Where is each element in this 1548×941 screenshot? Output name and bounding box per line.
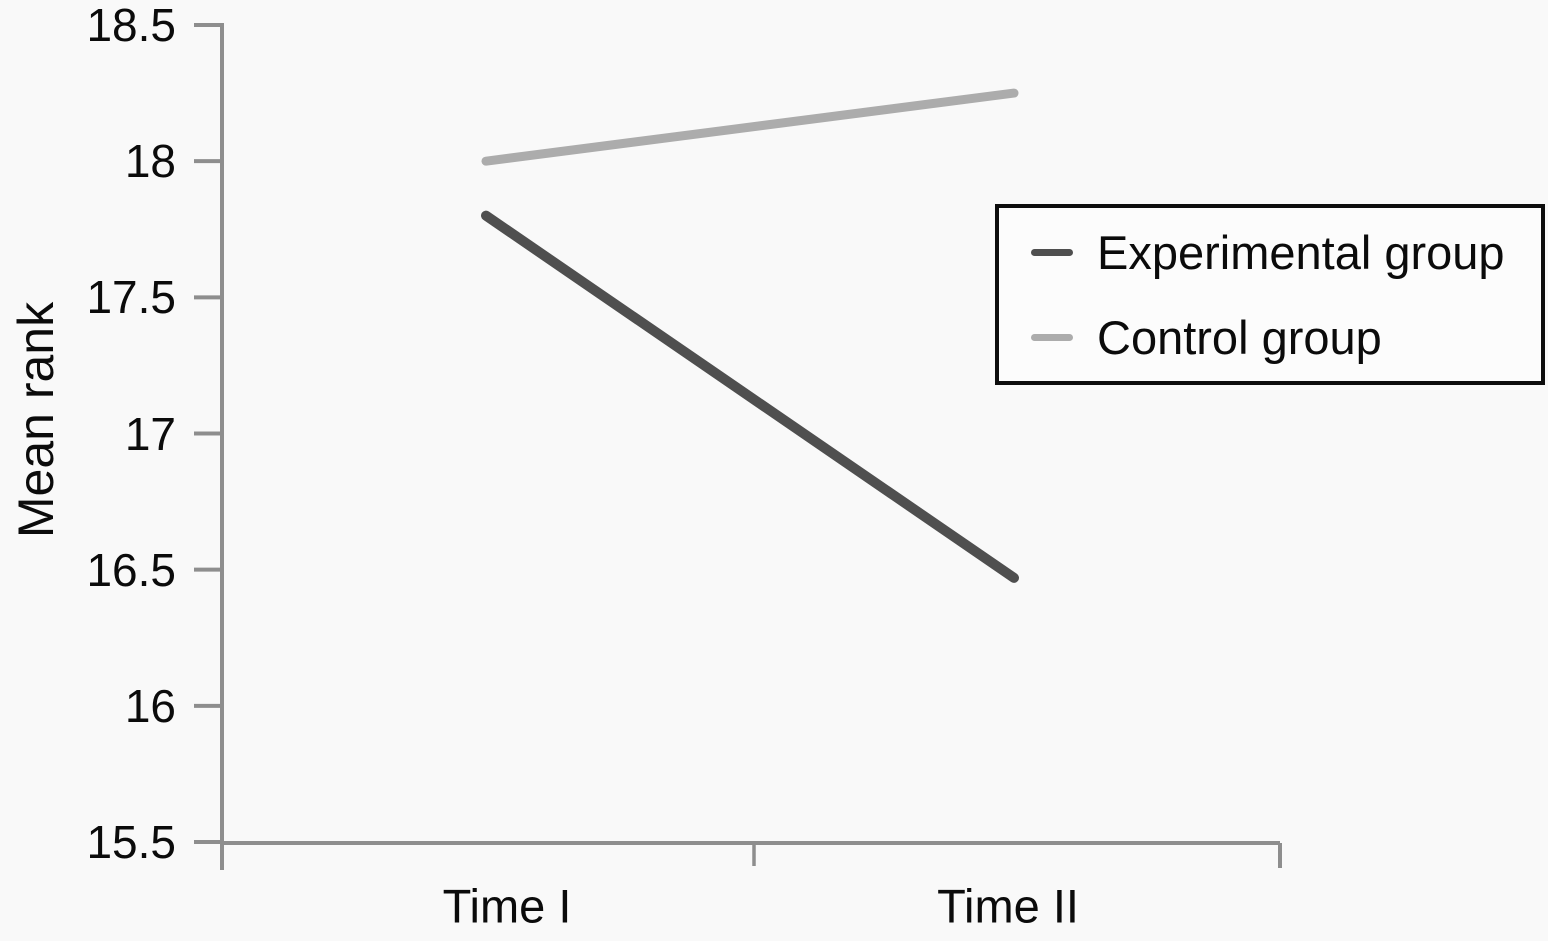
legend: Experimental group Control group [995,204,1545,385]
y-tick-label-18: 18 [124,135,176,188]
experimental-group-line-swatch-icon [1031,248,1073,256]
legend-item-experimental-group: Experimental group [1031,225,1541,280]
y-tick-label-18.5: 18.5 [86,0,176,51]
experimental-group-line [481,210,1019,583]
legend-label-control-group: Control group [1097,310,1382,364]
legend-label-experimental-group: Experimental group [1097,225,1505,279]
y-tick-label-15.5: 15.5 [86,816,176,868]
y-tick-label-17: 17 [124,407,176,460]
y-tick-label-16: 16 [124,679,176,732]
legend-item-control-group: Control group [1031,310,1541,365]
y-tick-label-16.5: 16.5 [86,543,176,596]
x-tick-label-time-ii: Time II [937,879,1079,933]
y-tick-label-17.5: 17.5 [86,271,176,324]
x-tick-label-time-i: Time I [442,879,572,933]
control-group-line [481,88,1019,166]
control-group-line-swatch-icon [1031,333,1073,341]
